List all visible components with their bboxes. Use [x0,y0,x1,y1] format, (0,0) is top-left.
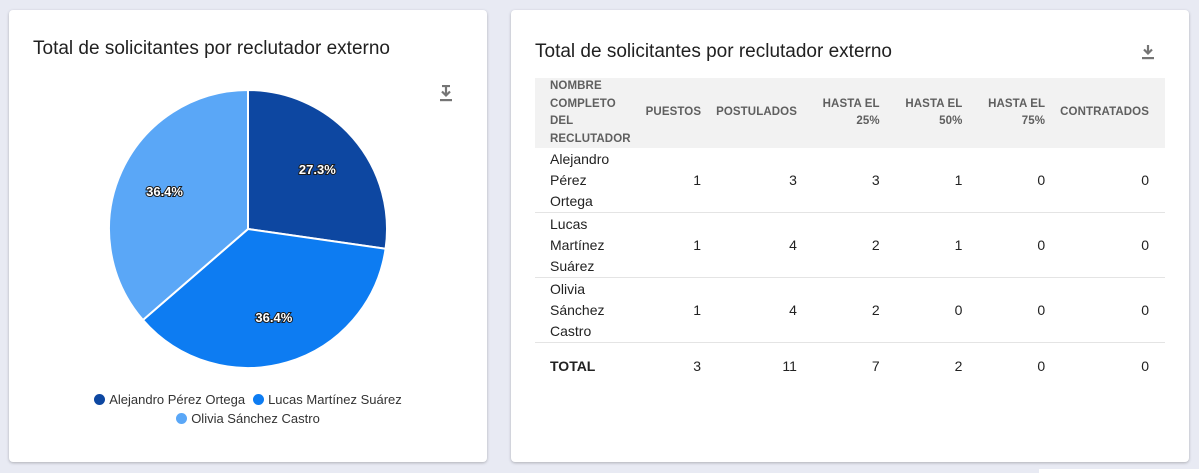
download-icon[interactable] [438,85,454,103]
cell-hasta-50: 0 [879,277,963,343]
header-postulados[interactable]: POSTULADOS [701,78,797,148]
cell-total-puestos: 3 [693,357,702,374]
cell-hasta-25: 2 [796,277,880,343]
legend-label: Olivia Sánchez Castro [191,411,320,426]
table-title: Total de solicitantes por reclutador ext… [535,41,892,62]
download-icon[interactable] [1140,43,1156,61]
cell-recruiter-name: Alejandro Pérez Ortega [535,148,631,213]
cell-hasta-50: 1 [879,148,963,213]
cell-contratados: 0 [1045,148,1165,213]
cell-total-hasta-50: 2 [954,357,963,374]
pie-legend: Alejandro Pérez Ortega Lucas Martínez Suá… [69,392,429,426]
pie-data-label: 27.3% [299,162,336,177]
pie-chart-title: Total de solicitantes por reclutador ext… [33,38,390,59]
pie-slice[interactable] [247,88,388,250]
cell-postulados: 4 [701,277,797,343]
cell-hasta-75: 0 [962,148,1046,213]
cell-total-label: TOTAL [550,357,596,374]
cell-puestos: 1 [630,148,702,213]
cell-hasta-25: 2 [796,212,880,278]
pie-slice[interactable] [108,88,249,322]
header-hasta-75[interactable]: HASTA EL 75% [962,78,1046,148]
background-panel [1039,469,1199,473]
table-row: Olivia Sánchez Castro 1 4 2 0 0 0 [535,277,1165,343]
cell-total-hasta-25: 7 [871,357,880,374]
table-row: Alejandro Pérez Ortega 1 3 3 1 0 0 [535,148,1165,213]
pie-chart-card: Total de solicitantes por reclutador ext… [9,10,487,462]
header-puestos[interactable]: PUESTOS [630,78,702,148]
legend-label: Alejandro Pérez Ortega [109,392,246,407]
legend-item[interactable]: Olivia Sánchez Castro [176,411,320,426]
cell-contratados: 0 [1045,212,1165,278]
cell-total-postulados: 11 [782,357,797,374]
recruiter-table: NOMBRE COMPLETO DEL RECLUTADOR PUESTOS P… [535,78,1165,389]
cell-postulados: 4 [701,212,797,278]
legend-item[interactable]: Lucas Martínez Suárez [253,392,402,407]
cell-puestos: 1 [630,212,702,278]
pie-chart: 27.3% 36.4% 36.4% [108,88,388,369]
table-total-row: TOTAL 3 11 7 2 0 0 [535,343,1165,390]
header-hasta-50[interactable]: HASTA EL 50% [879,78,963,148]
pie-slice[interactable] [141,227,387,369]
header-contratados[interactable]: CONTRATADOS [1045,78,1165,148]
header-recruiter-name[interactable]: NOMBRE COMPLETO DEL RECLUTADOR [535,78,631,148]
cell-puestos: 1 [630,277,702,343]
legend-label: Lucas Martínez Suárez [268,392,402,407]
legend-color-dot [94,394,106,405]
cell-hasta-25: 3 [796,148,880,213]
cell-hasta-50: 1 [879,212,963,278]
cell-recruiter-name: Olivia Sánchez Castro [535,277,631,343]
legend-item[interactable]: Alejandro Pérez Ortega [94,392,245,407]
legend-color-dot [176,413,188,424]
cell-total-hasta-75: 0 [1037,357,1046,374]
pie-data-label: 36.4% [146,184,183,199]
cell-hasta-75: 0 [962,277,1046,343]
cell-contratados: 0 [1045,277,1165,343]
table-row: Lucas Martínez Suárez 1 4 2 1 0 0 [535,212,1165,278]
cell-recruiter-name: Lucas Martínez Suárez [535,212,631,278]
header-hasta-25[interactable]: HASTA EL 25% [796,78,880,148]
legend-color-dot [253,394,265,405]
table-card: Total de solicitantes por reclutador ext… [511,10,1189,462]
cell-total-contratados: 0 [1141,357,1149,374]
cell-hasta-75: 0 [962,212,1046,278]
pie-data-label: 36.4% [255,310,292,325]
table-header-row: NOMBRE COMPLETO DEL RECLUTADOR PUESTOS P… [535,78,1165,148]
cell-postulados: 3 [701,148,797,213]
